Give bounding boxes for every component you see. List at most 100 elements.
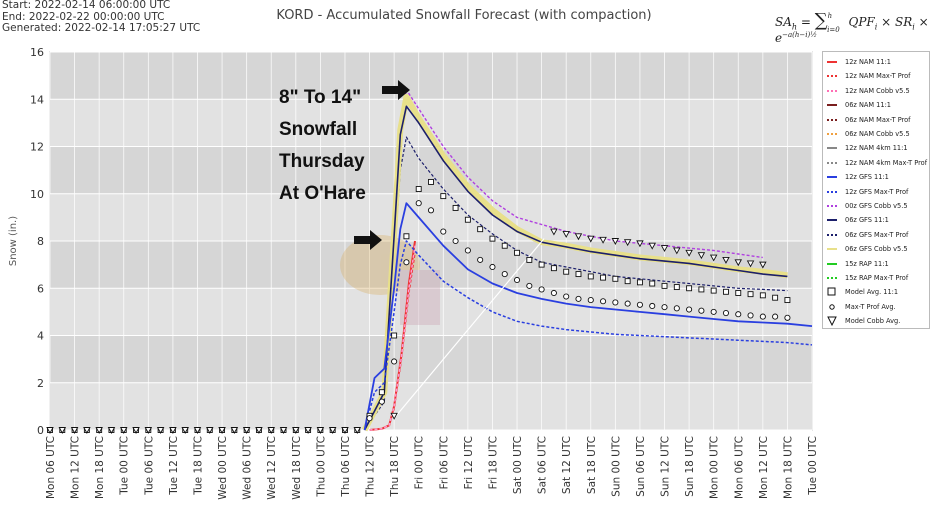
marker-triangle xyxy=(722,256,730,264)
marker-triangle xyxy=(107,427,116,434)
square-marker-icon xyxy=(827,287,837,297)
x-tick-label: Fri 12 UTC xyxy=(463,436,475,489)
x-tick-label: Sun 18 UTC xyxy=(684,436,696,497)
marker-triangle xyxy=(304,427,312,434)
annotation-line: Thursday xyxy=(279,151,365,172)
legend-item: 15z RAP 11:1 xyxy=(827,258,889,270)
marker-square xyxy=(563,268,570,275)
marker-square xyxy=(723,288,729,295)
arrow-right-icon xyxy=(354,230,382,250)
marker-triangle xyxy=(132,427,140,434)
marker-triangle xyxy=(599,236,607,244)
marker-circle xyxy=(735,311,742,318)
marker-circle xyxy=(575,295,582,302)
marker-circle xyxy=(538,286,545,293)
x-tick-label: Tue 00 UTC xyxy=(119,436,131,496)
grid-band xyxy=(50,52,812,100)
y-tick-label: 12 xyxy=(30,141,44,154)
marker-square xyxy=(759,292,766,299)
marker-circle xyxy=(710,308,717,315)
marker-triangle xyxy=(292,427,300,434)
x-tick-label: Sat 12 UTC xyxy=(561,436,573,494)
marker-circle xyxy=(649,302,656,310)
marker-circle xyxy=(587,297,594,304)
marker-square xyxy=(550,265,557,272)
marker-circle xyxy=(452,237,459,245)
legend-label: 06z GFS Max-T Prof xyxy=(845,230,909,239)
x-tick-label: Thu 00 UTC xyxy=(315,436,327,498)
x-tick-label: Mon 00 UTC xyxy=(709,436,721,499)
x-tick-label: Tue 00 UTC xyxy=(807,436,819,496)
x-tick-label: Fri 18 UTC xyxy=(487,436,499,489)
marker-square xyxy=(624,278,631,285)
legend-label: 06z NAM Cobb v5.5 xyxy=(845,130,910,138)
line-swatch-icon xyxy=(827,129,837,139)
series-line xyxy=(393,238,545,419)
marker-circle xyxy=(501,271,508,278)
marker-circle xyxy=(415,200,422,207)
x-tick-label: Tue 06 UTC xyxy=(143,436,155,496)
y-tick-label: 14 xyxy=(30,93,44,106)
line-swatch-icon xyxy=(827,158,837,168)
line-swatch-icon xyxy=(827,172,837,182)
marker-triangle xyxy=(95,427,103,434)
marker-circle xyxy=(636,301,643,308)
legend-label: 06z GFS 11:1 xyxy=(845,216,889,225)
marker-triangle xyxy=(83,427,91,434)
x-tick-label: Sat 06 UTC xyxy=(537,436,549,494)
legend-label: Model Cobb Avg. xyxy=(845,317,901,326)
marker-circle xyxy=(440,228,447,235)
annotation-line: 8" To 14" xyxy=(279,87,362,108)
marker-triangle xyxy=(734,259,743,267)
x-tick-label: Sun 06 UTC xyxy=(635,436,647,497)
marker-circle xyxy=(391,358,398,365)
legend-item: Max-T Prof Avg. xyxy=(827,301,896,313)
legend-label: 15z RAP 11:1 xyxy=(845,259,889,268)
marker-circle xyxy=(673,305,680,312)
marker-square xyxy=(575,271,582,278)
marker-square xyxy=(403,233,410,240)
marker-square xyxy=(784,297,791,304)
marker-triangle xyxy=(181,427,189,434)
marker-circle xyxy=(526,282,533,289)
line-swatch-icon xyxy=(827,86,837,96)
legend-label: Max-T Prof Avg. xyxy=(845,302,896,311)
marker-square xyxy=(440,193,447,200)
marker-square xyxy=(698,286,705,293)
legend-label: 12z NAM 4km Max-T Prof xyxy=(845,158,928,167)
x-tick-label: Tue 12 UTC xyxy=(168,436,180,496)
legend-item: 12z NAM Max-T Prof xyxy=(827,70,911,82)
marker-triangle xyxy=(353,427,362,434)
marker-square xyxy=(489,235,496,242)
marker-square xyxy=(649,280,656,287)
marker-triangle xyxy=(316,427,325,434)
marker-circle xyxy=(489,263,496,271)
marker-circle xyxy=(366,415,373,422)
marker-triangle xyxy=(328,427,337,434)
generated-time: Generated: 2022-02-14 17:05:27 UTC xyxy=(2,22,201,34)
legend-item: 12z GFS 11:1 xyxy=(827,171,889,183)
marker-circle xyxy=(722,310,730,317)
y-tick-label: 8 xyxy=(37,235,44,248)
marker-triangle xyxy=(230,427,239,434)
legend-item: 06z NAM Max-T Prof xyxy=(827,114,911,126)
marker-triangle xyxy=(46,427,54,434)
marker-triangle xyxy=(206,427,214,434)
marker-triangle xyxy=(255,427,263,434)
annotation-line: At O'Hare xyxy=(279,183,366,204)
marker-circle xyxy=(698,307,705,314)
x-tick-label: Fri 06 UTC xyxy=(438,436,450,489)
marker-triangle xyxy=(242,427,251,434)
legend-label: 12z GFS 11:1 xyxy=(845,173,889,182)
marker-triangle xyxy=(660,245,669,253)
y-tick-label: 2 xyxy=(37,377,44,390)
legend-item: 12z NAM 4km 11:1 xyxy=(827,142,908,154)
x-tick-label: Thu 06 UTC xyxy=(340,436,352,498)
marker-circle xyxy=(624,300,631,307)
x-tick-label: Mon 18 UTC xyxy=(782,436,794,499)
marker-triangle xyxy=(279,427,288,434)
marker-triangle xyxy=(390,412,398,420)
marker-square xyxy=(772,294,779,301)
legend-item: 12z NAM 4km Max-T Prof xyxy=(827,157,927,169)
x-tick-label: Sun 00 UTC xyxy=(610,436,622,497)
